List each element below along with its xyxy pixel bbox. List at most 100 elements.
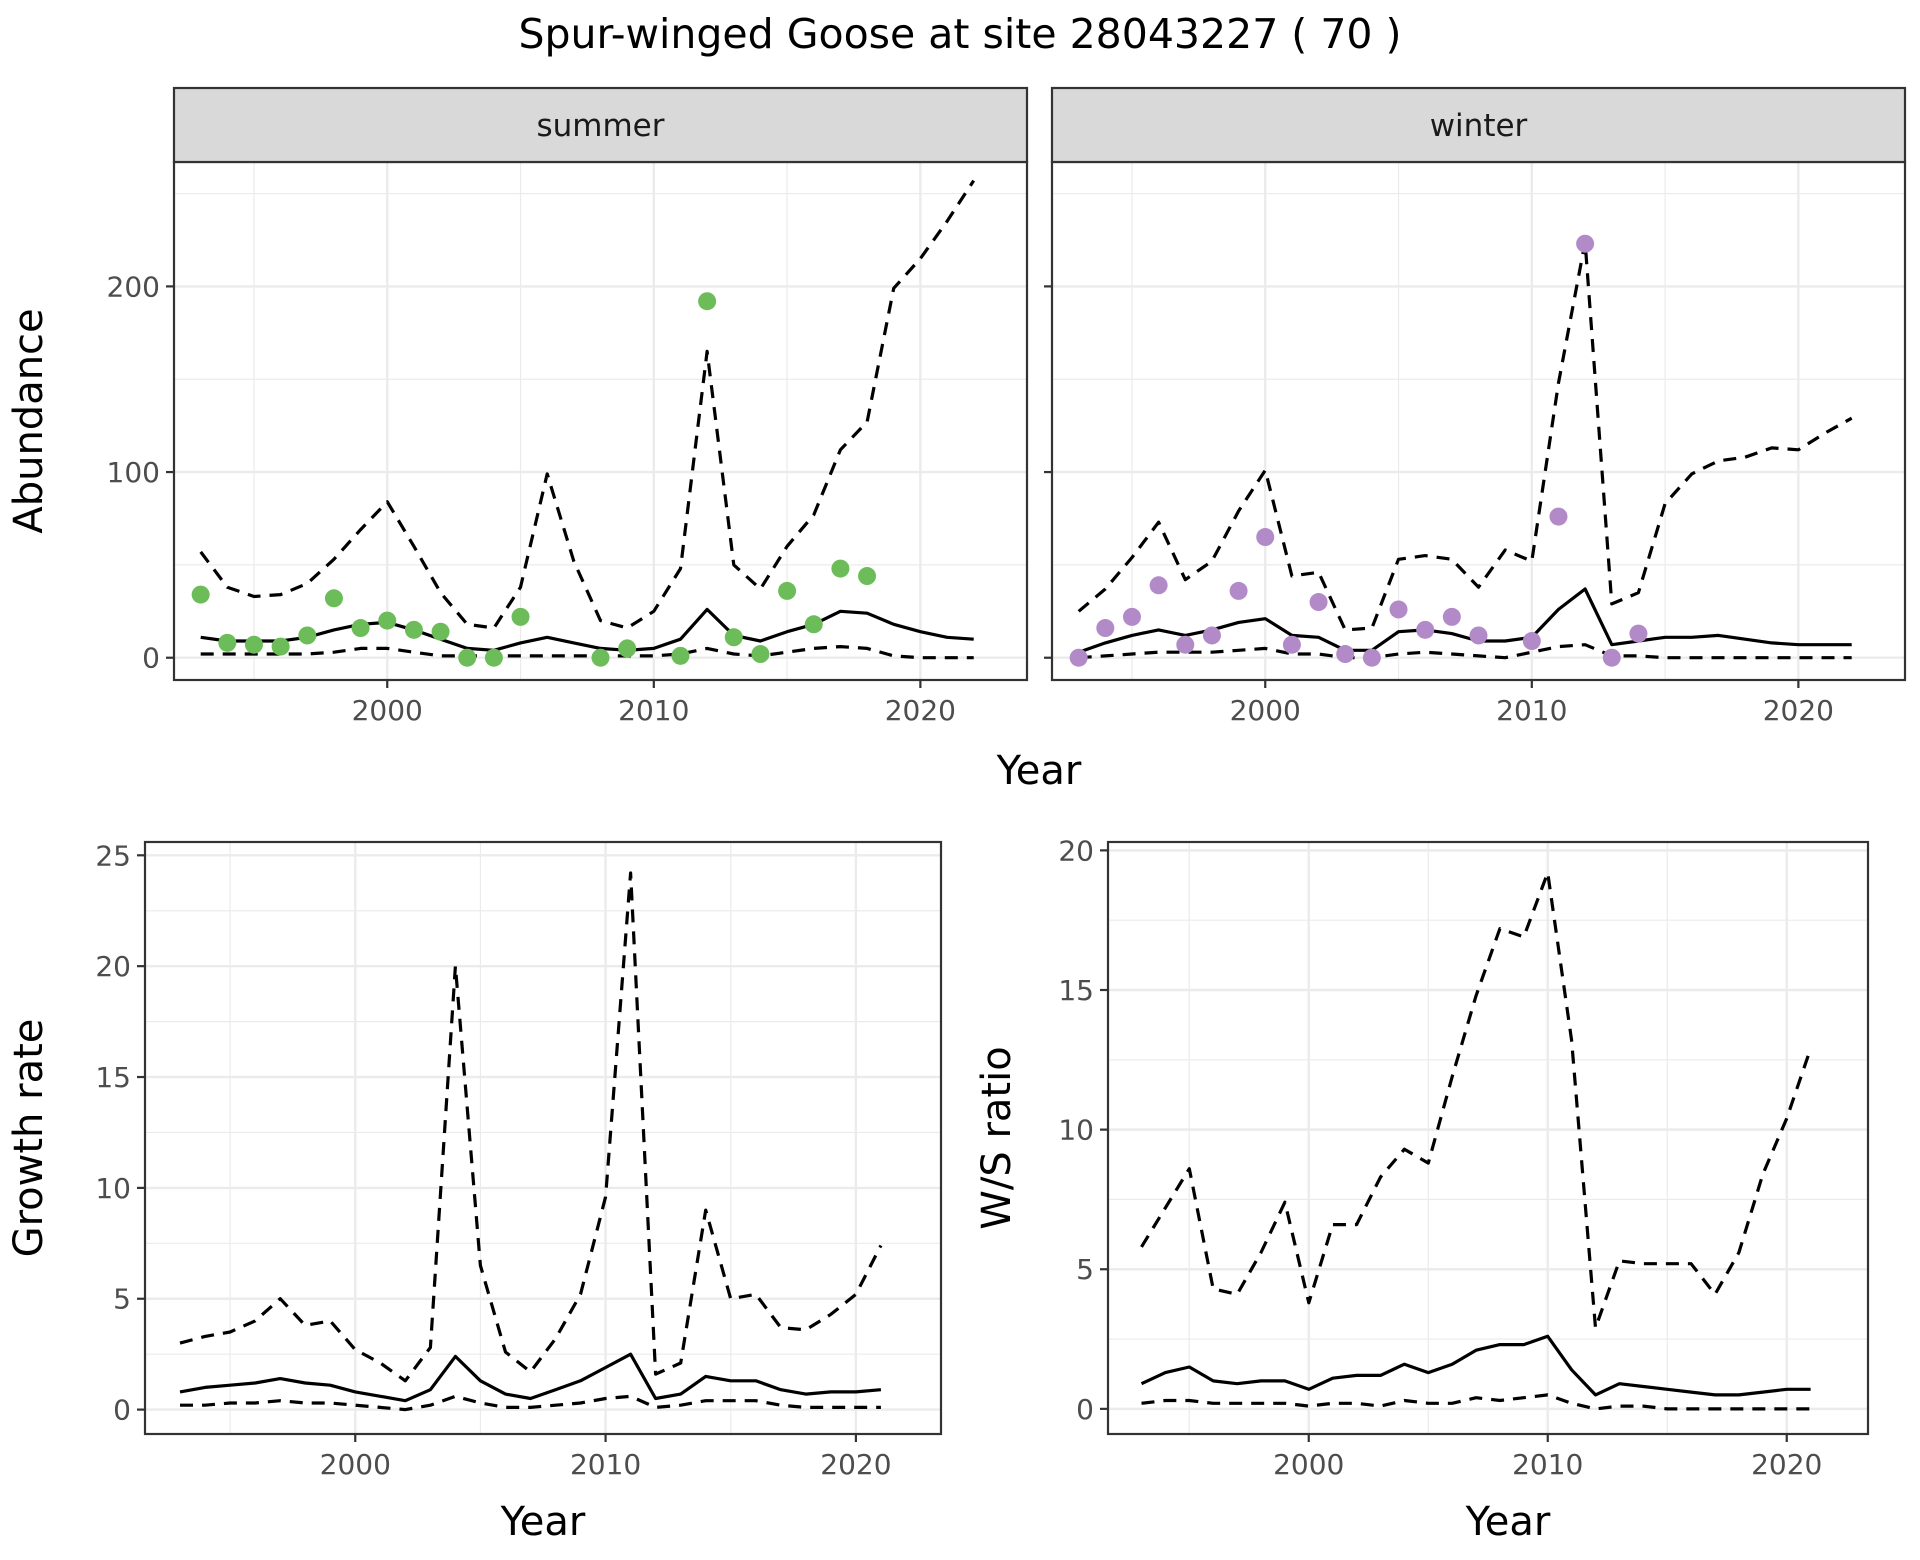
lower-bound-line xyxy=(1078,643,1852,660)
estimate-line xyxy=(1140,1334,1811,1397)
estimate-line xyxy=(200,607,974,652)
data-point xyxy=(804,615,823,634)
data-point xyxy=(298,626,317,645)
data-point xyxy=(1629,624,1648,643)
data-point xyxy=(1389,600,1408,619)
data-point xyxy=(751,645,770,664)
upper-bound-line xyxy=(1140,871,1813,1330)
x-tick-label: 2000 xyxy=(1230,694,1301,727)
data-point xyxy=(1362,648,1381,667)
data-point xyxy=(1309,593,1328,612)
x-tick-label: 2020 xyxy=(1763,694,1834,727)
top-x-axis-title: Year xyxy=(996,748,1082,794)
y-tick-label: 5 xyxy=(1076,1253,1094,1286)
observed-points xyxy=(1069,234,1648,667)
x-tick-label: 2000 xyxy=(320,1448,391,1481)
upper-bound-line xyxy=(179,871,883,1383)
x-tick-label: 2010 xyxy=(618,694,689,727)
data-point xyxy=(324,589,343,608)
lower-bound-line xyxy=(180,1394,881,1412)
facet-strip xyxy=(1050,86,1907,164)
grid xyxy=(145,842,941,1434)
panel-border xyxy=(143,840,943,1436)
y-axis-title: Abundance xyxy=(6,308,52,533)
x-tick-label: 2010 xyxy=(1512,1448,1583,1481)
x-tick-label: 2000 xyxy=(352,694,423,727)
data-point xyxy=(1469,626,1488,645)
upper-bound-line xyxy=(1077,240,1853,632)
panel-border xyxy=(1106,840,1870,1436)
x-tick-label: 2010 xyxy=(1496,694,1567,727)
y-axis-title: Growth rate xyxy=(6,1019,52,1258)
data-point xyxy=(618,639,637,658)
grid xyxy=(1052,162,1905,680)
data-point xyxy=(378,611,397,630)
y-tick-label: 20 xyxy=(1058,834,1094,867)
x-axis-title: Year xyxy=(1465,1499,1551,1545)
y-tick-label: 5 xyxy=(113,1283,131,1316)
y-tick-label: 20 xyxy=(95,950,131,983)
y-tick-label: 0 xyxy=(1076,1393,1094,1426)
ws-ratio-panel: 2000 2010 2020 0 5 10 15 20 W/S ratio Year xyxy=(974,834,1870,1545)
data-point xyxy=(484,648,503,667)
data-point xyxy=(1069,648,1088,667)
data-point xyxy=(858,567,877,586)
y-axis-title: W/S ratio xyxy=(974,1046,1020,1229)
x-tick-label: 2020 xyxy=(885,694,956,727)
upper-bound-line xyxy=(199,179,976,630)
y-tick-label: 0 xyxy=(142,642,160,675)
summer-panel: summer 2000 2010 2020 0 100 200 Abundance xyxy=(6,86,1029,727)
data-point xyxy=(271,637,290,656)
y-tick-label: 200 xyxy=(107,270,160,303)
data-point xyxy=(1442,607,1461,626)
data-point xyxy=(1416,620,1435,639)
data-point xyxy=(591,648,610,667)
data-point xyxy=(1256,528,1275,547)
y-tick-label: 10 xyxy=(1058,1114,1094,1147)
y-tick-label: 0 xyxy=(113,1394,131,1427)
data-point xyxy=(1576,234,1595,253)
observed-points xyxy=(191,292,877,667)
x-tick-label: 2000 xyxy=(1273,1448,1344,1481)
data-point xyxy=(191,585,210,604)
data-point xyxy=(831,559,850,578)
x-tick-label: 2020 xyxy=(820,1448,891,1481)
data-point xyxy=(671,646,690,665)
estimate-line xyxy=(179,1352,882,1403)
data-point xyxy=(698,292,717,311)
data-point xyxy=(1282,635,1301,654)
data-point xyxy=(511,607,530,626)
data-point xyxy=(724,628,743,647)
x-tick-label: 2010 xyxy=(570,1448,641,1481)
data-point xyxy=(431,622,450,641)
plot-area xyxy=(145,842,941,1434)
grid xyxy=(174,162,1027,680)
data-point xyxy=(404,620,423,639)
data-point xyxy=(1336,645,1355,664)
x-tick-label: 2020 xyxy=(1751,1448,1822,1481)
data-point xyxy=(458,648,477,667)
data-point xyxy=(1122,607,1141,626)
x-axis-title: Year xyxy=(500,1499,586,1545)
chart-title: Spur-winged Goose at site 28043227 ( 70 … xyxy=(518,10,1401,58)
data-point xyxy=(1176,635,1195,654)
facet-label: summer xyxy=(536,108,664,144)
data-point xyxy=(778,581,797,600)
plot-area xyxy=(1108,842,1868,1434)
data-point xyxy=(1549,507,1568,526)
y-tick-label: 10 xyxy=(95,1172,131,1205)
lower-bound-line xyxy=(200,644,974,660)
y-tick-label: 100 xyxy=(107,456,160,489)
y-tick-label: 15 xyxy=(1058,974,1094,1007)
lower-bound-line xyxy=(1141,1393,1811,1411)
data-point xyxy=(218,633,237,652)
data-point xyxy=(1602,648,1621,667)
facet-strip xyxy=(172,86,1029,164)
winter-panel: winter 2000 2010 2020 xyxy=(1044,86,1907,727)
data-point xyxy=(244,635,263,654)
data-point xyxy=(1149,576,1168,595)
data-point xyxy=(1229,581,1248,600)
data-point xyxy=(1522,632,1541,651)
facet-label: winter xyxy=(1430,108,1528,144)
